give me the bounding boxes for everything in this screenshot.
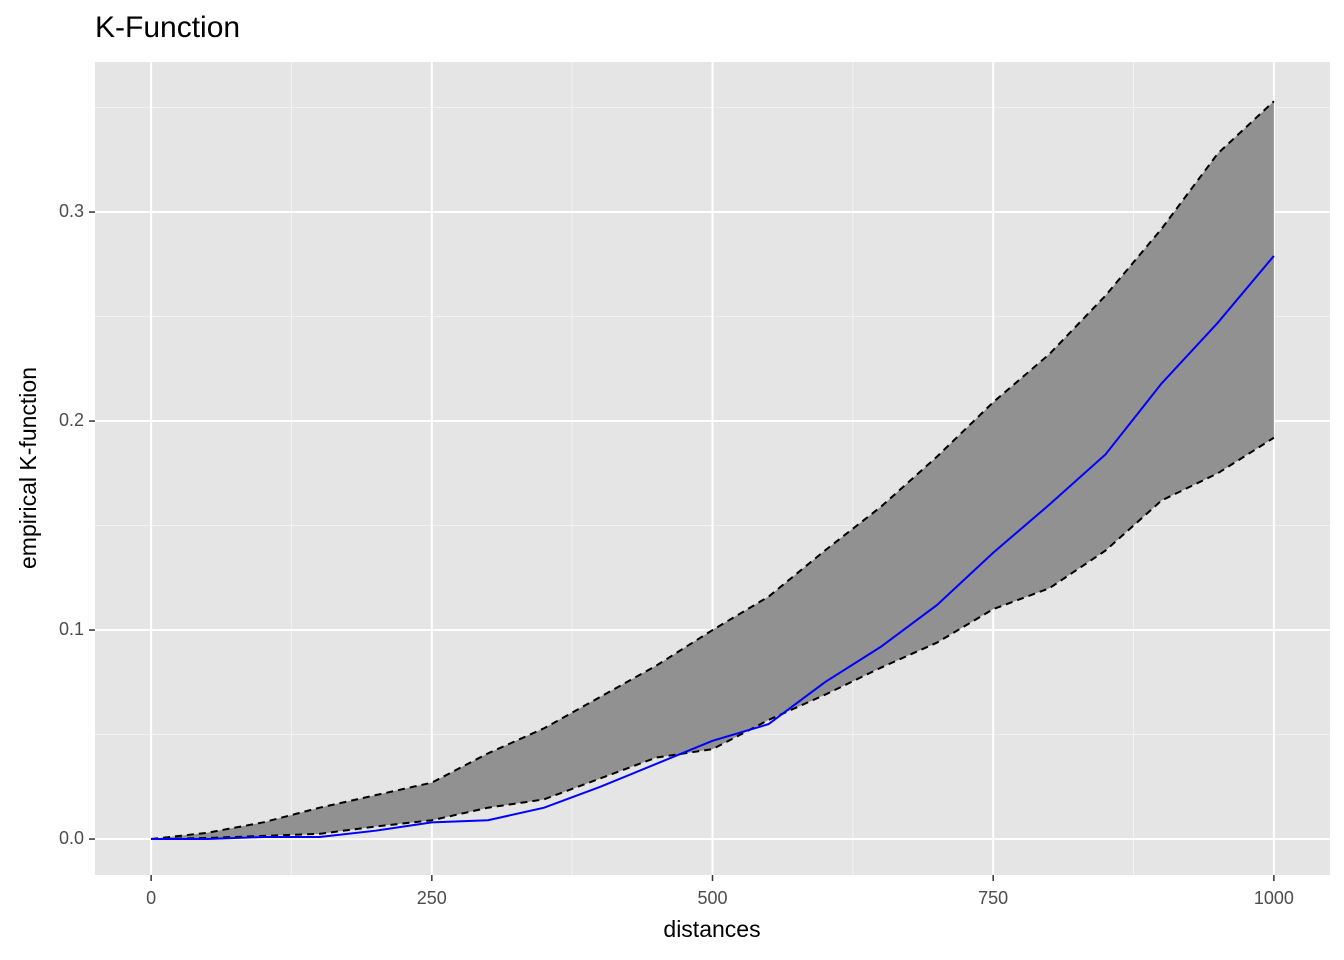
y-tick-label: 0.3	[59, 201, 84, 221]
x-tick-label: 1000	[1254, 888, 1294, 908]
x-tick-label: 0	[146, 888, 156, 908]
x-tick-label: 500	[697, 888, 727, 908]
y-tick-label: 0.2	[59, 410, 84, 430]
y-axis-title: empirical K-function	[15, 367, 41, 569]
chart-title: K-Function	[95, 11, 240, 44]
ribbon	[151, 101, 1274, 840]
y-tick-label: 0.1	[59, 619, 84, 639]
y-tick-label: 0.0	[59, 828, 84, 848]
upper-bound	[151, 100, 1275, 841]
x-axis-title: distances	[663, 916, 760, 942]
x-tick-label: 750	[978, 888, 1008, 908]
x-tick-label: 250	[417, 888, 447, 908]
series-line	[151, 255, 1275, 841]
